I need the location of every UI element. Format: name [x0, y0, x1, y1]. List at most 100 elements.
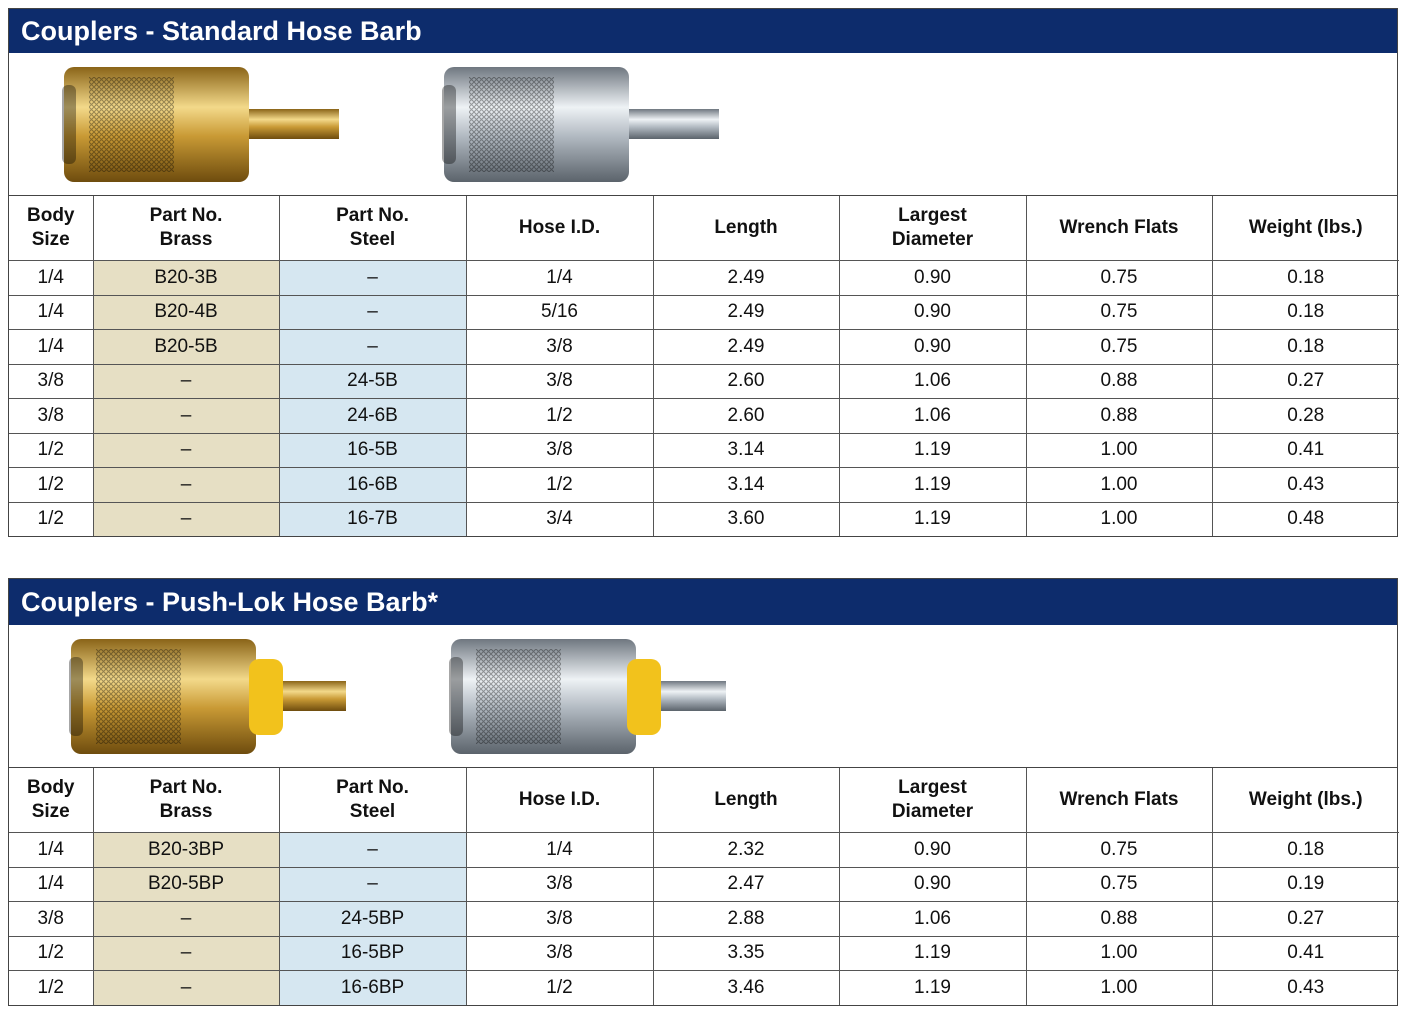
table-cell: 1/2	[9, 501, 94, 536]
data-row: 3/8–24-6B 1/2 2.60 1.06 0.88 0.28	[9, 398, 1399, 434]
yellow-collar	[627, 659, 661, 735]
header-line: Part No.	[149, 777, 223, 798]
column-header: Hose I.D.	[465, 196, 654, 261]
table-cell: –	[92, 432, 280, 468]
table-cell: 0.90	[838, 329, 1027, 365]
steel-coupler	[449, 639, 726, 754]
table-cell: 0.18	[1211, 260, 1399, 296]
table-cell: 3/8	[9, 363, 94, 399]
table-cell: 0.19	[1211, 866, 1399, 902]
table-cell: 1/4	[9, 294, 94, 330]
table-cell: 3.60	[652, 501, 840, 536]
table-cell: 0.75	[1025, 260, 1213, 296]
data-row: 1/2–16-6BP 1/2 3.46 1.19 1.00 0.43	[9, 970, 1399, 1005]
table-cell: –	[92, 901, 280, 937]
table-cell: –	[92, 501, 280, 536]
table-cell: 5/16	[465, 294, 654, 330]
table-cell: 0.75	[1025, 832, 1213, 868]
header-line: Largest	[898, 777, 967, 798]
table-cell: 0.18	[1211, 329, 1399, 365]
table-cell: 3/8	[9, 901, 94, 937]
column-header: Part No. Brass	[92, 196, 280, 261]
header-line: Size	[31, 801, 70, 822]
column-header: Wrench Flats	[1025, 196, 1213, 261]
table-cell: 0.90	[838, 260, 1027, 296]
table-cell: 1/4	[9, 329, 94, 365]
product-images	[9, 625, 1397, 768]
data-row: 1/4 B20-5B –3/8 2.49 0.90 0.75 0.18	[9, 329, 1399, 365]
table-cell: 24-6B	[278, 398, 467, 434]
data-row: 1/4 B20-3BP –1/4 2.32 0.90 0.75 0.18	[9, 832, 1399, 868]
header-line: Length	[714, 217, 778, 238]
column-header: Body Size	[9, 196, 94, 261]
table-cell: B20-5B	[92, 329, 280, 365]
brass-coupler	[62, 67, 339, 182]
header-row: Body Size Part No. Brass Part No. Steel Hose I…	[9, 768, 1399, 833]
table-cell: 3/8	[9, 398, 94, 434]
table-cell: –	[278, 329, 467, 365]
table-cell: 1.19	[838, 467, 1027, 503]
table-cell: 0.88	[1025, 363, 1213, 399]
table-cell: 2.32	[652, 832, 840, 868]
table-cell: –	[278, 866, 467, 902]
table-cell: 3/4	[465, 501, 654, 536]
table-cell: B20-3B	[92, 260, 280, 296]
table-cell: –	[92, 398, 280, 434]
table-cell: 0.88	[1025, 398, 1213, 434]
table-cell: 1/2	[465, 467, 654, 503]
table-head: Body Size Part No. Brass Part No. Steel Hose I…	[9, 768, 1399, 833]
header-line: Brass	[159, 229, 213, 250]
header-line: Part No.	[336, 205, 409, 226]
header-line: Hose I.D.	[518, 217, 601, 238]
table-cell: –	[278, 832, 467, 868]
data-row: 1/4 B20-3B –1/4 2.49 0.90 0.75 0.18	[9, 260, 1399, 296]
table-cell: –	[278, 260, 467, 296]
table-cell: 1.06	[838, 901, 1027, 937]
table-cell: 0.41	[1211, 432, 1399, 468]
data-row: 3/8–24-5BP 3/8 2.88 1.06 0.88 0.27	[9, 901, 1399, 937]
column-header: Wrench Flats	[1025, 768, 1213, 833]
header-line: Length	[714, 789, 778, 810]
table-cell: 3.14	[652, 432, 840, 468]
table-cell: 1.19	[838, 501, 1027, 536]
table-cell: 1.19	[838, 970, 1027, 1005]
column-header: Length	[652, 768, 840, 833]
column-header: Weight (lbs.)	[1211, 196, 1399, 261]
column-header: Length	[652, 196, 840, 261]
table-cell: 0.88	[1025, 901, 1213, 937]
table-cell: –	[92, 467, 280, 503]
table-cell: 1.00	[1025, 467, 1213, 503]
header-line: Weight (lbs.)	[1248, 789, 1363, 810]
header-line: Size	[31, 229, 70, 250]
spec-table: Body Size Part No. Brass Part No. Steel Hose I…	[9, 196, 1399, 536]
table-cell: 1.06	[838, 363, 1027, 399]
header-line: Part No.	[336, 777, 409, 798]
table-cell: 0.75	[1025, 866, 1213, 902]
table-cell: –	[278, 294, 467, 330]
table-cell: 0.43	[1211, 970, 1399, 1005]
table-body: 1/4 B20-3B –1/4 2.49 0.90 0.75 0.18 1/4 B20-4B –5…	[9, 260, 1399, 536]
table-cell: 1.19	[838, 935, 1027, 971]
table-cell: 3.46	[652, 970, 840, 1005]
table-cell: B20-4B	[92, 294, 280, 330]
table-cell: 1/2	[9, 432, 94, 468]
table-cell: –	[92, 935, 280, 971]
header-line: Weight (lbs.)	[1248, 217, 1363, 238]
data-row: 1/2–16-5BP 3/8 3.35 1.19 1.00 0.41	[9, 935, 1399, 971]
data-row: 1/2–16-5B 3/8 3.14 1.19 1.00 0.41	[9, 432, 1399, 468]
header-line: Wrench Flats	[1059, 789, 1179, 810]
table-cell: 0.75	[1025, 294, 1213, 330]
table-cell: 0.41	[1211, 935, 1399, 971]
table-cell: 0.28	[1211, 398, 1399, 434]
table-cell: 16-5B	[278, 432, 467, 468]
table-cell: 2.49	[652, 329, 840, 365]
table-cell: 1.06	[838, 398, 1027, 434]
header-line: Diameter	[891, 229, 974, 250]
header-line: Hose I.D.	[518, 789, 601, 810]
table-cell: 0.43	[1211, 467, 1399, 503]
data-row: 1/2–16-6B 1/2 3.14 1.19 1.00 0.43	[9, 467, 1399, 503]
column-header: Part No. Brass	[92, 768, 280, 833]
table-cell: 1/4	[465, 260, 654, 296]
column-header: Weight (lbs.)	[1211, 768, 1399, 833]
product-photos	[69, 639, 726, 754]
